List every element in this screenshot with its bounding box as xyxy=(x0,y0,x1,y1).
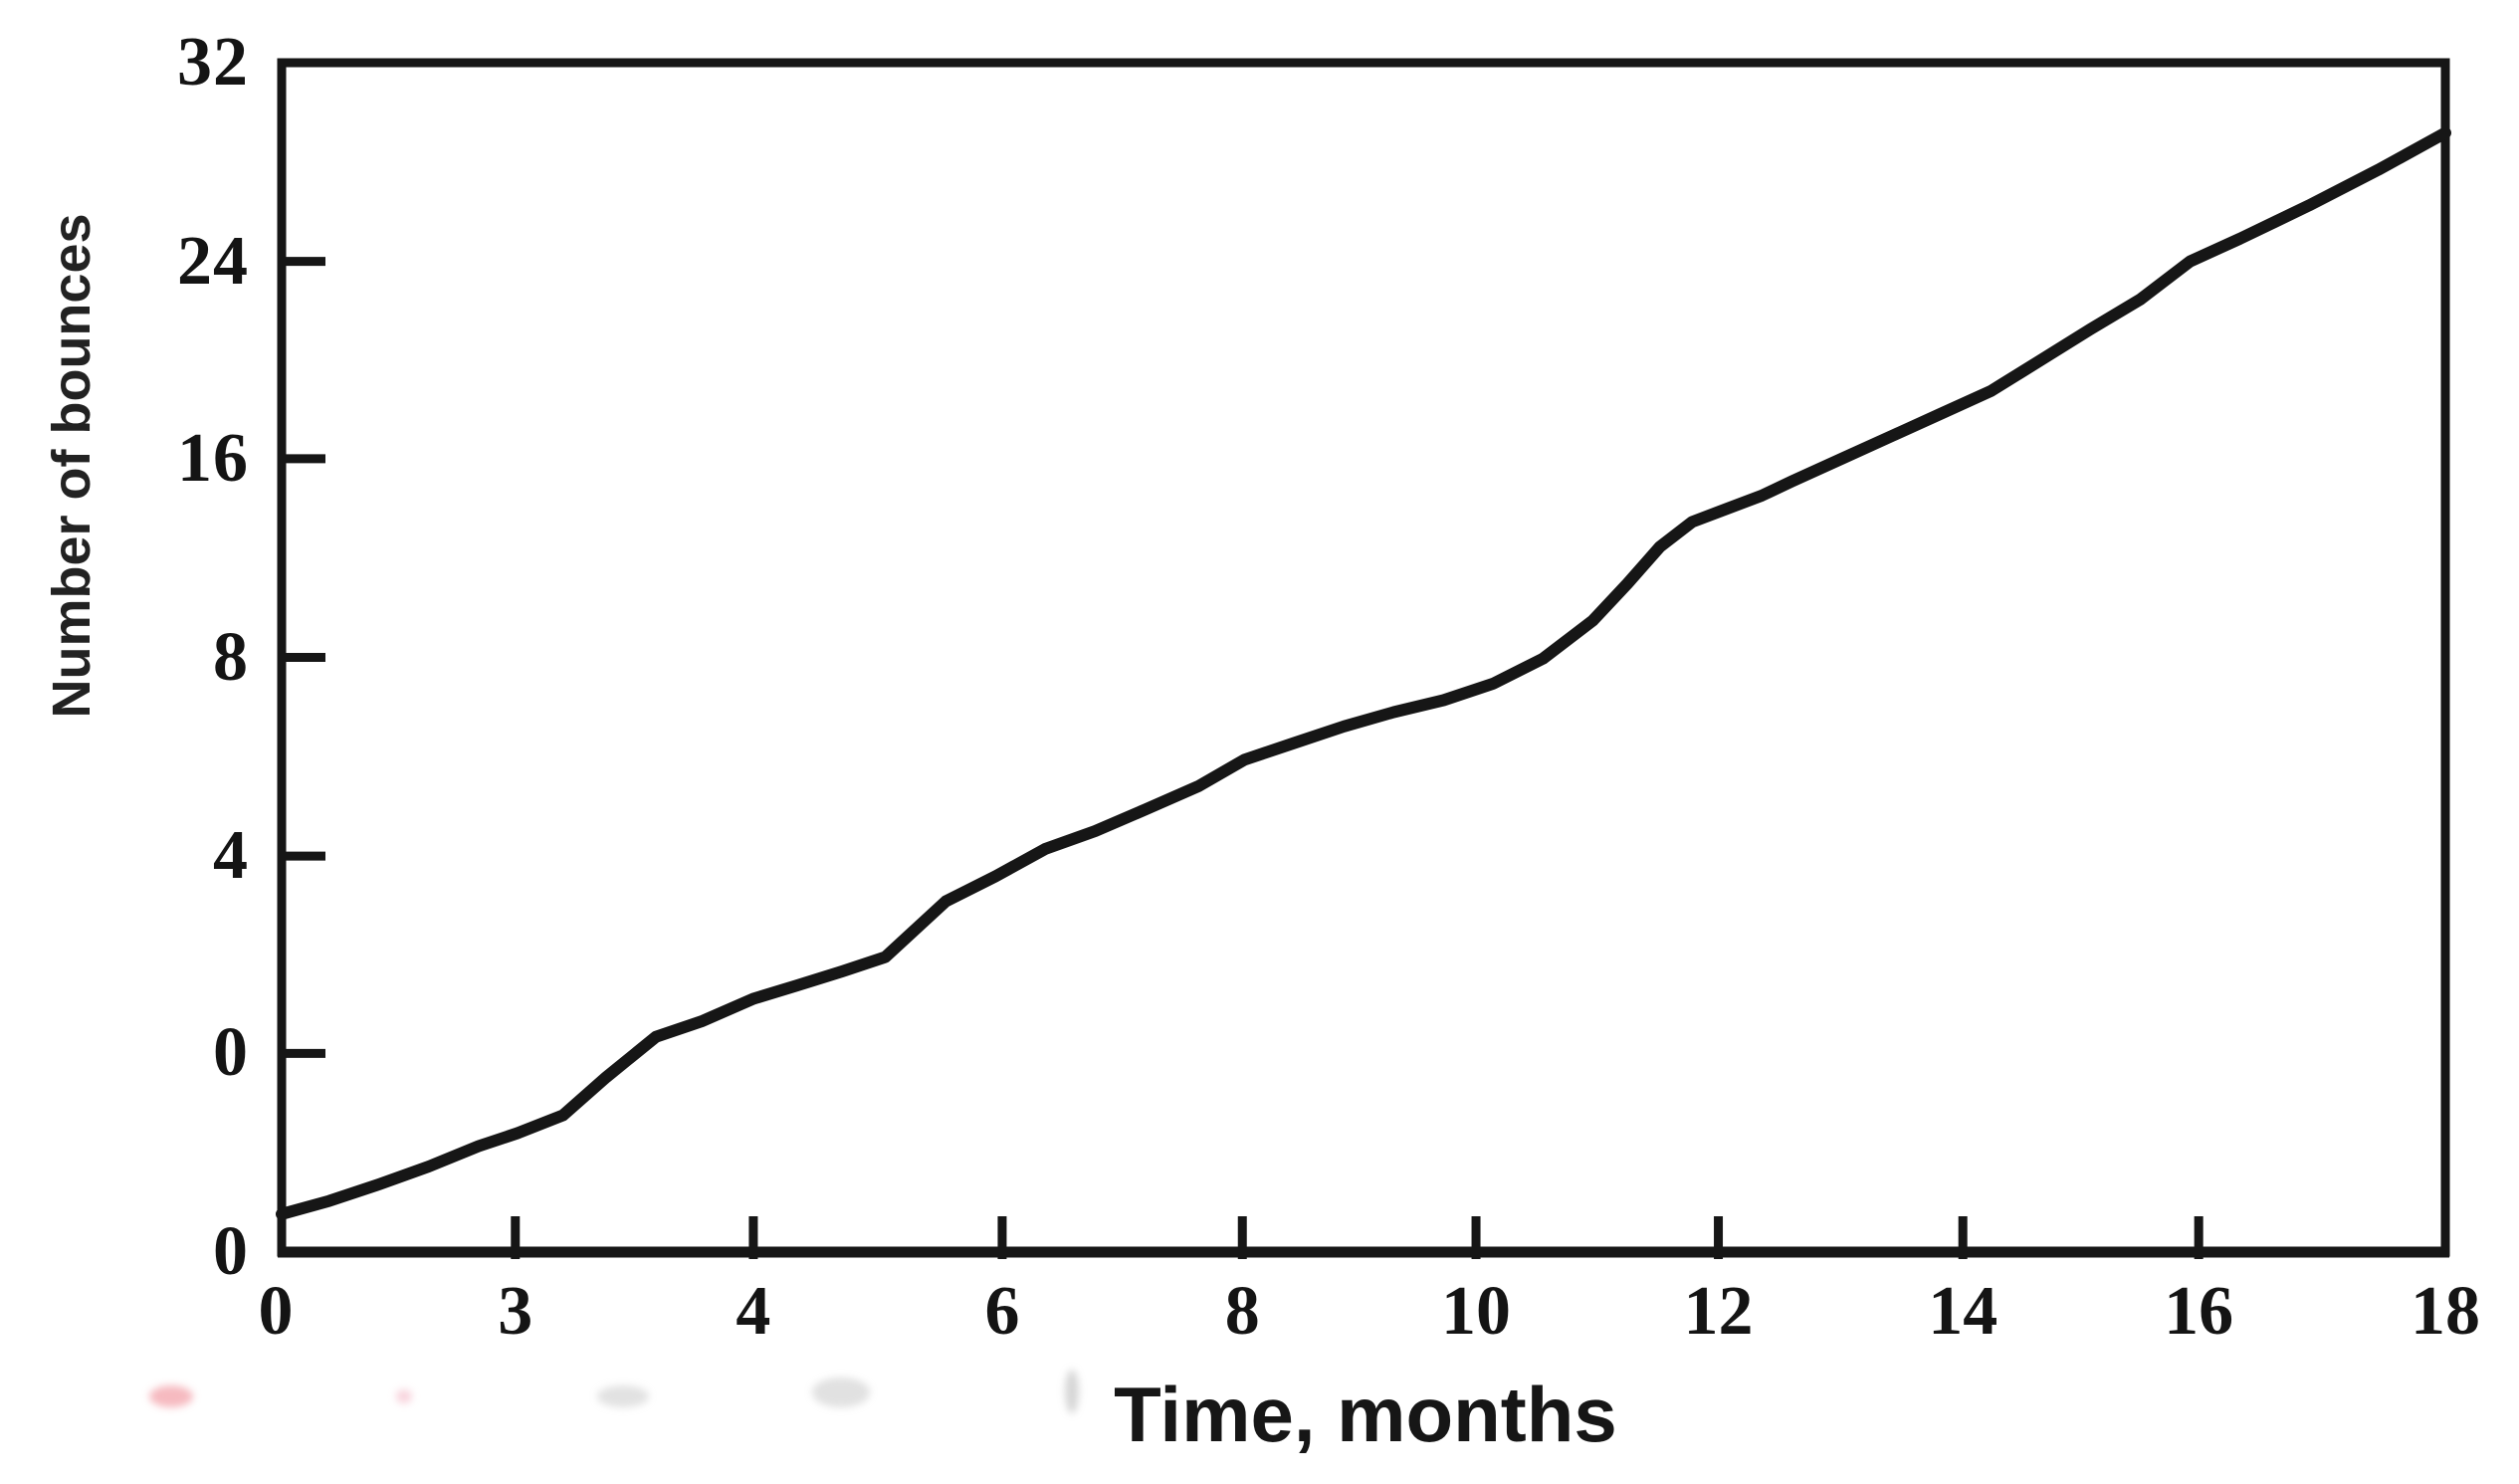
x-tick-label: 10 xyxy=(1441,1273,1512,1350)
x-tick-label: 12 xyxy=(1683,1273,1754,1350)
scan-artifact xyxy=(812,1378,870,1407)
bounce-curve xyxy=(276,126,2451,1220)
y-axis-title: Number of bounces xyxy=(42,213,102,719)
x-tick-label: 0 xyxy=(258,1273,294,1350)
scan-artifact xyxy=(1065,1370,1079,1413)
x-axis-title: Time, months xyxy=(1114,1371,1617,1458)
scan-artifact xyxy=(597,1385,649,1407)
scan-artifact xyxy=(396,1389,412,1403)
x-tick-label: 6 xyxy=(984,1273,1020,1350)
x-tick-label: 4 xyxy=(735,1273,771,1350)
x-tick-label: 8 xyxy=(1224,1273,1260,1350)
y-tick-label: 0 xyxy=(213,1213,249,1290)
scan-artifact xyxy=(149,1385,193,1407)
x-tick-label: 18 xyxy=(2411,1273,2480,1350)
x-tick-label: 14 xyxy=(1928,1273,1998,1350)
y-tick-label: 32 xyxy=(177,24,249,101)
y-tick-label: 4 xyxy=(213,817,249,895)
x-tick-label: 16 xyxy=(2164,1273,2234,1350)
y-tick-label: 24 xyxy=(177,222,249,300)
y-tick-label: 0 xyxy=(213,1014,249,1092)
x-tick-label: 3 xyxy=(498,1273,533,1350)
y-tick-label: 16 xyxy=(177,419,249,497)
y-tick-label: 8 xyxy=(213,618,249,696)
